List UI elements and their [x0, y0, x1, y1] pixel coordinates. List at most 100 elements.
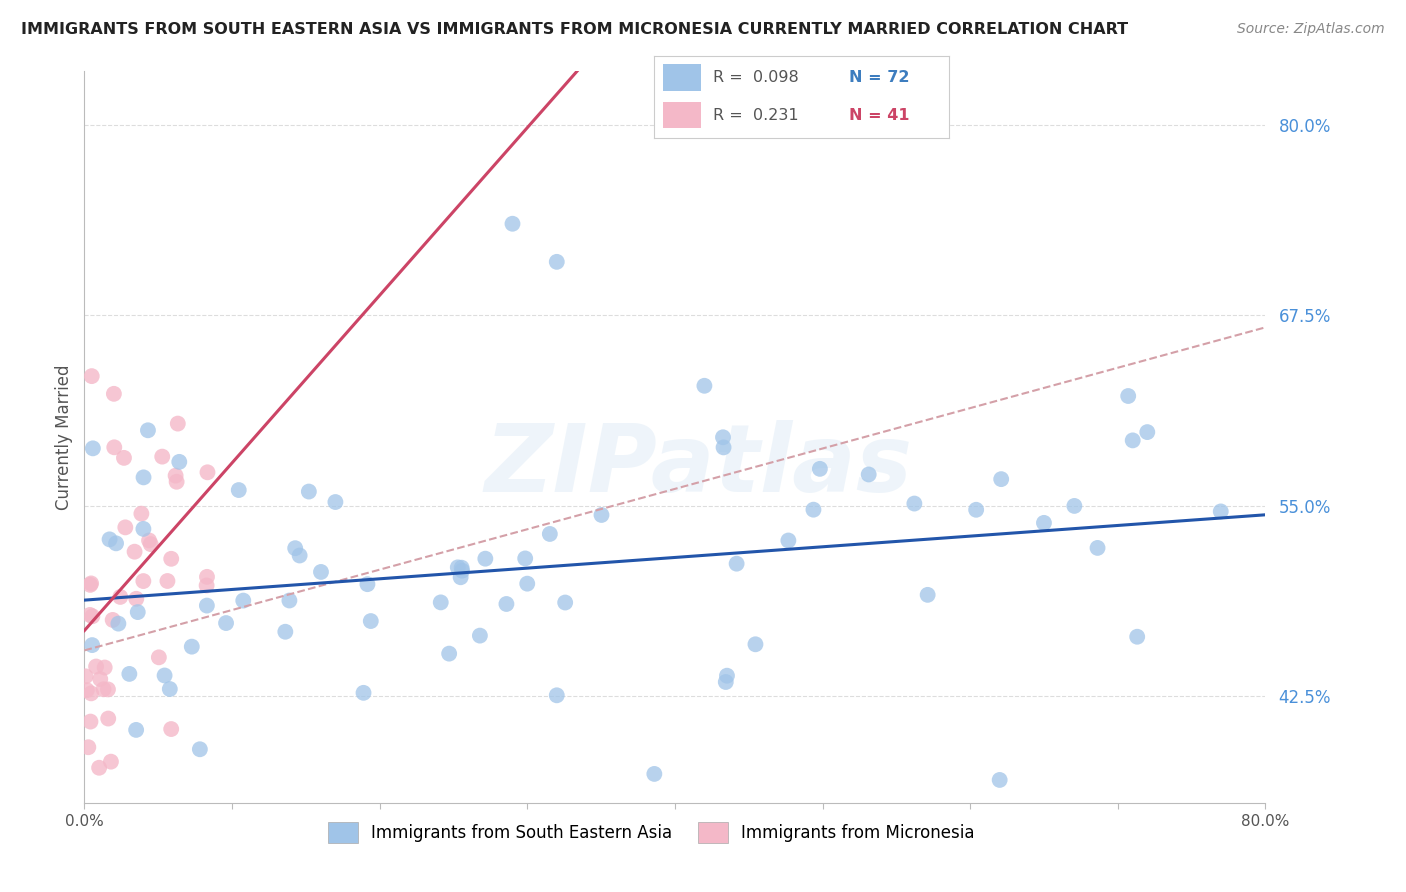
Point: [990, 472, 1012, 486]
Point: [153, 668, 176, 682]
Point: [159, 681, 181, 696]
Point: [112, 450, 135, 465]
Point: [82, 609, 104, 624]
FancyBboxPatch shape: [662, 103, 702, 128]
Point: [195, 578, 218, 592]
Point: [197, 465, 219, 479]
Point: [105, 536, 128, 550]
Point: [643, 767, 665, 781]
Point: [360, 614, 382, 628]
Legend: Immigrants from South Eastern Asia, Immigrants from Micronesia: Immigrants from South Eastern Asia, Immi…: [322, 815, 981, 849]
Point: [131, 507, 153, 521]
Point: [93, 660, 115, 674]
Point: [148, 650, 170, 665]
Point: [538, 527, 561, 541]
Point: [89, 672, 111, 686]
Point: [808, 462, 831, 476]
Point: [97, 712, 120, 726]
Point: [591, 508, 613, 522]
Point: [79, 578, 101, 592]
Point: [118, 667, 141, 681]
Point: [451, 564, 474, 578]
Point: [132, 574, 155, 588]
Point: [166, 417, 188, 431]
Point: [77, 740, 100, 755]
Point: [1122, 434, 1144, 448]
Point: [965, 502, 987, 516]
Point: [79, 607, 101, 622]
Point: [325, 495, 347, 509]
Point: [97, 682, 120, 697]
Point: [165, 468, 187, 483]
Point: [988, 772, 1011, 787]
Point: [554, 595, 576, 609]
Point: [114, 520, 136, 534]
Point: [1126, 630, 1149, 644]
Point: [98, 533, 121, 547]
Point: [858, 467, 880, 482]
Point: [76, 683, 98, 698]
Point: [228, 483, 250, 497]
Point: [284, 541, 307, 556]
Point: [125, 723, 148, 737]
Point: [150, 450, 173, 464]
Point: [1063, 499, 1085, 513]
Point: [156, 574, 179, 588]
Point: [107, 616, 129, 631]
Point: [309, 565, 332, 579]
Point: [87, 761, 111, 775]
Point: [139, 537, 162, 551]
FancyBboxPatch shape: [662, 64, 702, 91]
Text: N = 41: N = 41: [849, 108, 910, 123]
Point: [103, 440, 125, 454]
Point: [353, 686, 375, 700]
Point: [716, 669, 738, 683]
Text: Source: ZipAtlas.com: Source: ZipAtlas.com: [1237, 22, 1385, 37]
Point: [195, 599, 218, 613]
Point: [903, 497, 925, 511]
Point: [298, 484, 321, 499]
Point: [136, 423, 159, 437]
Point: [429, 595, 451, 609]
Point: [714, 675, 737, 690]
Point: [180, 640, 202, 654]
Point: [160, 722, 183, 736]
Point: [803, 502, 825, 516]
Point: [80, 686, 103, 700]
Point: [124, 544, 146, 558]
Point: [166, 475, 188, 489]
Point: [778, 533, 800, 548]
Point: [195, 570, 218, 584]
Point: [516, 576, 538, 591]
Text: N = 72: N = 72: [849, 70, 910, 85]
Point: [693, 378, 716, 392]
Point: [84, 659, 107, 673]
Point: [515, 551, 537, 566]
Point: [75, 669, 97, 683]
Text: IMMIGRANTS FROM SOUTH EASTERN ASIA VS IMMIGRANTS FROM MICRONESIA CURRENTLY MARRI: IMMIGRANTS FROM SOUTH EASTERN ASIA VS IM…: [21, 22, 1128, 37]
Point: [546, 688, 568, 702]
Point: [101, 613, 124, 627]
Point: [495, 597, 517, 611]
Point: [274, 624, 297, 639]
Point: [546, 255, 568, 269]
Point: [278, 593, 301, 607]
Point: [917, 588, 939, 602]
Point: [169, 455, 191, 469]
Point: [100, 755, 122, 769]
Point: [215, 615, 238, 630]
Point: [79, 714, 101, 729]
Point: [713, 441, 735, 455]
Point: [474, 551, 496, 566]
Point: [450, 560, 472, 574]
Point: [160, 551, 183, 566]
Point: [132, 522, 155, 536]
Point: [125, 591, 148, 606]
Point: [356, 577, 378, 591]
Point: [232, 593, 254, 607]
Point: [1087, 541, 1109, 555]
Point: [188, 742, 211, 756]
Point: [450, 570, 472, 584]
Point: [501, 217, 523, 231]
Point: [80, 576, 103, 591]
